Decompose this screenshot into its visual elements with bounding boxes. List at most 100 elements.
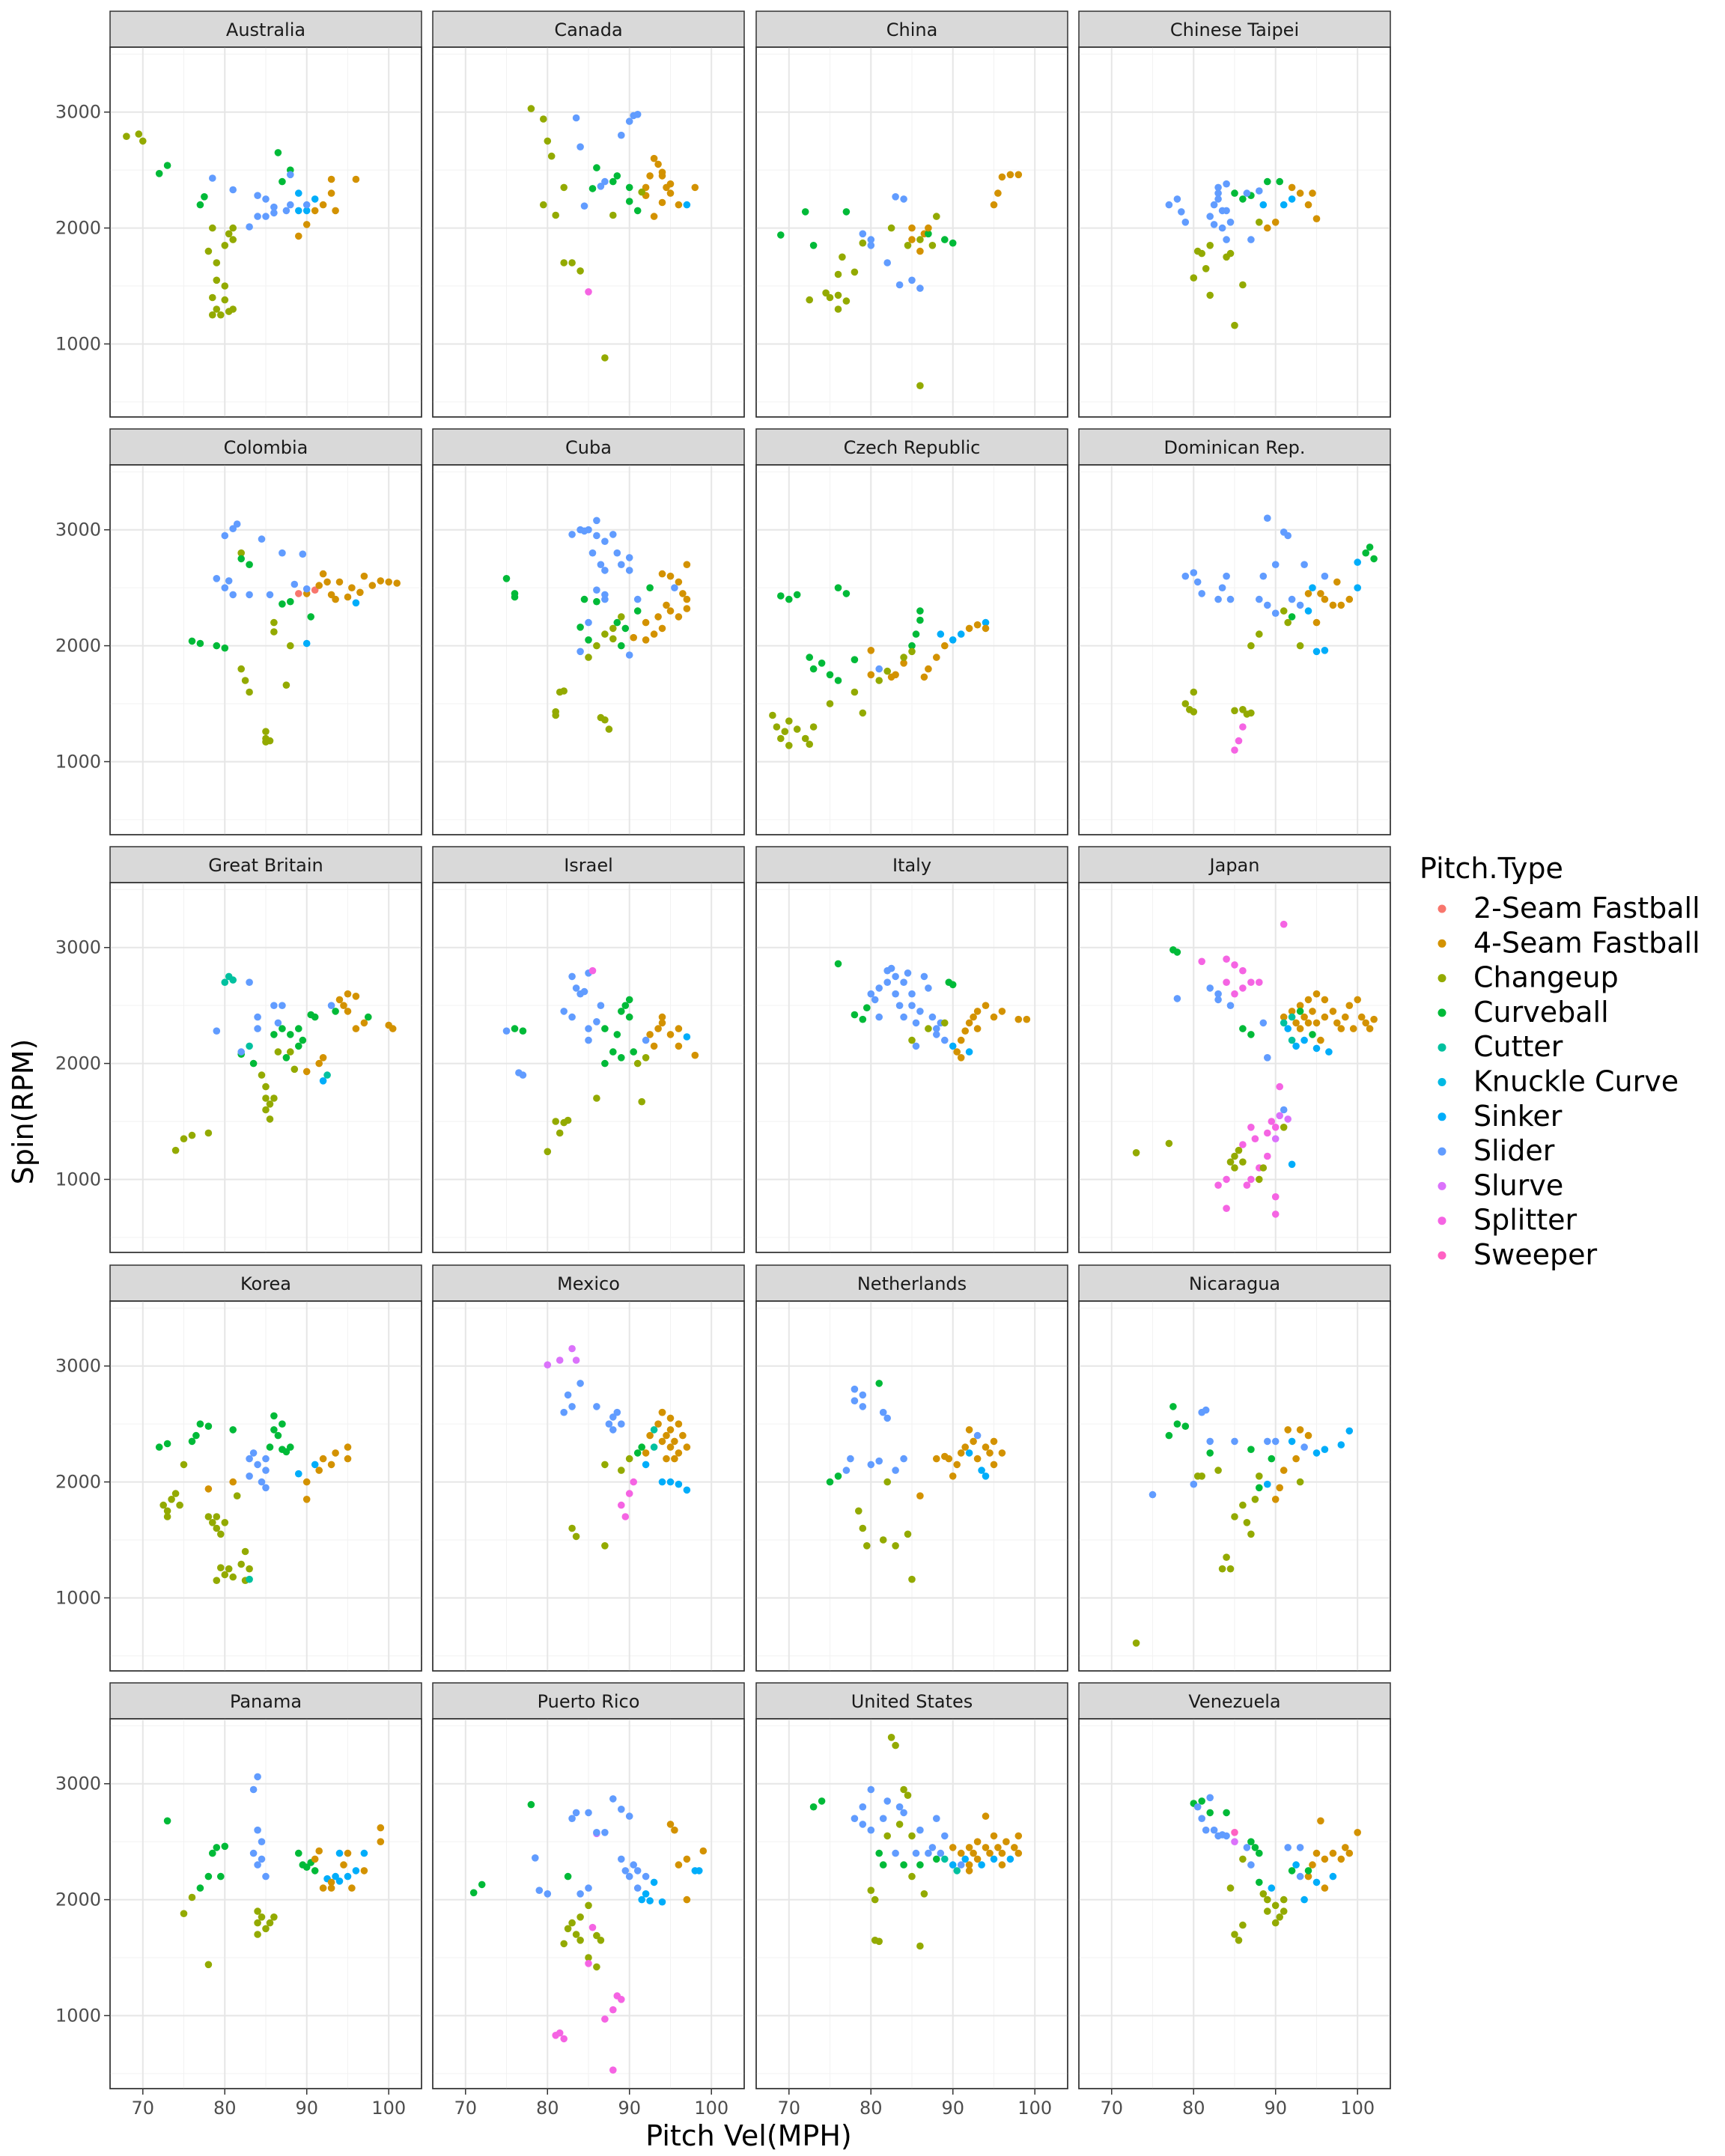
facet-korea: Korea 1000 2000 3000 — [55, 1264, 422, 1672]
data-point-curveball — [593, 597, 600, 606]
data-point-4-seam-fastball — [982, 1443, 990, 1451]
data-point-slider — [928, 1013, 937, 1021]
data-point-changeup — [560, 259, 568, 267]
data-point-4-seam-fastball — [998, 1449, 1006, 1457]
data-point-slider — [1300, 561, 1308, 568]
data-point-changeup — [540, 115, 547, 123]
facet-great-britain: Great Britain 1000 2000 3000 — [55, 846, 422, 1253]
data-point-changeup — [908, 1036, 916, 1044]
data-point-slider — [867, 1461, 875, 1469]
data-point-curveball — [1231, 189, 1238, 197]
data-point-sinker — [1337, 1441, 1345, 1449]
data-point-slider — [912, 1042, 920, 1050]
data-point-slider — [859, 1403, 867, 1410]
data-point-sinker — [1312, 1449, 1321, 1457]
data-point-changeup — [618, 1467, 625, 1474]
data-point-changeup — [642, 1054, 650, 1062]
data-point-sinker — [978, 1467, 985, 1474]
data-point-curveball — [188, 1437, 196, 1446]
data-point-4-seam-fastball — [965, 624, 973, 633]
y-tick-label: 3000 — [55, 1773, 101, 1794]
data-point-slider — [933, 1815, 940, 1822]
data-point-4-seam-fastball — [1321, 1013, 1329, 1021]
data-point-slider — [867, 242, 875, 249]
data-point-slider — [233, 520, 241, 528]
data-point-slider — [576, 1890, 584, 1898]
data-point-slider — [941, 1832, 949, 1840]
data-point-cutter — [650, 1443, 658, 1451]
data-point-curveball — [1223, 1809, 1230, 1817]
facet-netherlands: Netherlands — [755, 1264, 1068, 1672]
data-point-slider — [593, 1829, 600, 1836]
data-point-4-seam-fastball — [1312, 618, 1321, 627]
panel-border — [755, 464, 1068, 835]
data-point-curveball — [801, 208, 809, 216]
data-point-4-seam-fastball — [973, 1855, 982, 1863]
data-point-changeup — [237, 549, 246, 557]
data-point-slider — [1256, 595, 1263, 603]
data-point-4-seam-fastball — [961, 1443, 969, 1451]
data-point-slider — [593, 1403, 600, 1410]
data-point-curveball — [818, 660, 826, 667]
data-point-slider — [1321, 572, 1329, 580]
data-point-slider — [892, 1849, 899, 1857]
data-point-4-seam-fastball — [965, 1426, 973, 1434]
data-point-4-seam-fastball — [990, 1461, 998, 1469]
data-point-curveball — [274, 149, 282, 156]
data-point-changeup — [1231, 1931, 1238, 1938]
data-point-curveball — [588, 185, 597, 192]
data-point-4-seam-fastball — [949, 1844, 957, 1851]
data-point-slider — [609, 1795, 617, 1803]
data-point-changeup — [163, 1513, 171, 1520]
data-point-slider — [900, 1013, 907, 1021]
data-point-slider — [1284, 1844, 1292, 1851]
data-point-changeup — [188, 1893, 196, 1901]
data-point-4-seam-fastball — [675, 1042, 683, 1050]
data-point-curveball — [163, 162, 171, 169]
data-point-4-seam-fastball — [1264, 224, 1271, 232]
data-point-4-seam-fastball — [933, 1455, 940, 1463]
data-point-changeup — [544, 137, 552, 145]
data-point-4-seam-fastball — [654, 613, 662, 621]
data-point-splitter — [1239, 984, 1247, 992]
data-point-changeup — [920, 1890, 928, 1898]
facet-strip — [755, 1264, 1068, 1302]
data-point-4-seam-fastball — [998, 1008, 1006, 1015]
data-point-4-seam-fastball — [311, 207, 319, 215]
data-point-sinker — [1006, 1855, 1014, 1863]
facet-colombia: Colombia 1000 2000 3000 — [55, 428, 422, 835]
data-point-curveball — [618, 642, 625, 650]
facet-label: Israel — [564, 855, 613, 876]
data-point-splitter — [1251, 1135, 1259, 1142]
x-tick-label: 80 — [536, 2098, 559, 2119]
facet-panels: Australia 1000 2000 3000 Canada China Chinese … — [55, 10, 1391, 2119]
data-point-sinker — [352, 599, 360, 607]
facet-puerto-rico: Puerto Rico 70 80 90 100 — [432, 1682, 745, 2119]
data-point-changeup — [1280, 607, 1288, 615]
legend-label: Sinker — [1473, 1100, 1563, 1133]
data-point-4-seam-fastball — [1357, 1013, 1366, 1021]
data-point-slider — [642, 1036, 650, 1044]
data-point-changeup — [221, 296, 229, 304]
facet-strip — [109, 10, 422, 48]
data-point-4-seam-fastball — [925, 665, 932, 673]
data-point-curveball — [311, 1867, 319, 1875]
data-point-slider — [1259, 572, 1268, 580]
data-point-changeup — [609, 211, 617, 219]
data-point-sinker — [990, 1855, 998, 1863]
data-point-curveball — [279, 1025, 286, 1032]
y-tick-label: 3000 — [55, 102, 101, 123]
data-point-sinker — [978, 1861, 985, 1869]
data-point-curveball — [1251, 1844, 1259, 1851]
data-point-4-seam-fastball — [986, 1849, 994, 1857]
facet-czech-republic: Czech Republic — [755, 428, 1068, 835]
data-point-changeup — [1256, 219, 1263, 226]
data-point-splitter — [556, 2029, 564, 2037]
data-point-changeup — [180, 1910, 188, 1917]
data-point-curveball — [564, 1872, 572, 1881]
data-point-4-seam-fastball — [1317, 590, 1324, 597]
data-point-sinker — [1345, 1427, 1354, 1435]
data-point-4-seam-fastball — [327, 1461, 335, 1469]
data-point-slider — [568, 972, 576, 981]
data-point-changeup — [287, 1048, 294, 1056]
